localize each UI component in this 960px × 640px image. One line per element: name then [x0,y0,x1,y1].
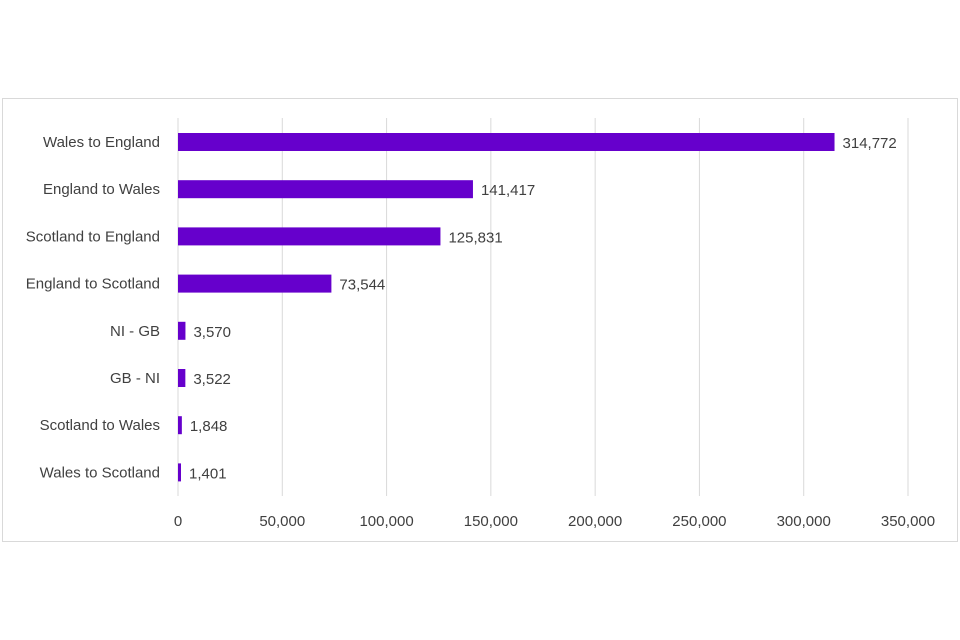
bar [178,180,473,199]
x-tick-label: 100,000 [359,513,413,530]
bar [178,416,182,435]
x-tick-label: 300,000 [777,513,831,530]
category-label: Scotland to Wales [40,417,160,434]
data-label: 3,522 [193,371,231,388]
category-label: England to Wales [43,181,160,198]
category-label: Wales to England [43,134,160,151]
x-tick-label: 0 [174,513,182,530]
data-label: 73,544 [339,277,385,294]
x-tick-label: 200,000 [568,513,622,530]
chart-frame [2,98,958,542]
category-label: GB - NI [110,370,160,387]
data-label: 125,831 [448,229,502,246]
bar [178,369,186,387]
data-label: 314,772 [843,135,897,152]
data-label: 1,401 [189,465,227,482]
bar [178,463,181,482]
category-label: England to Scotland [26,276,160,293]
category-label: NI - GB [110,323,160,340]
data-label: 3,570 [193,324,231,341]
category-label: Wales to Scotland [40,464,160,481]
category-label: Scotland to England [26,228,160,245]
x-tick-label: 350,000 [881,513,935,530]
data-label: 1,848 [190,418,228,435]
bar [178,227,441,246]
bar [178,321,186,340]
x-tick-label: 250,000 [672,513,726,530]
data-label: 141,417 [481,182,535,199]
x-tick-label: 150,000 [464,513,518,530]
bar [178,133,835,151]
x-tick-label: 50,000 [259,513,305,530]
bar [178,274,332,293]
